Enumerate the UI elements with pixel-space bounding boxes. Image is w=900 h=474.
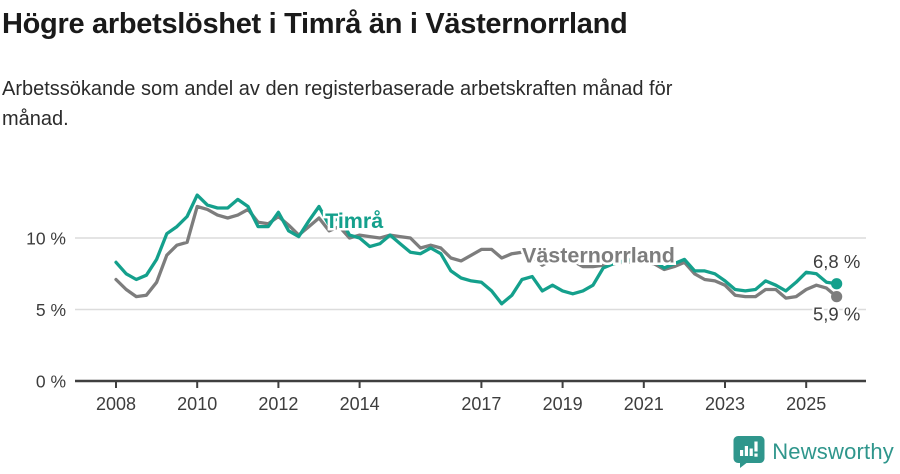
x-tick-label: 2010 <box>177 394 217 414</box>
x-tick-label: 2008 <box>96 394 136 414</box>
newsworthy-logo: Newsworthy <box>733 435 894 469</box>
end-value-label-timrå: 6,8 % <box>813 251 860 272</box>
x-tick-label: 2023 <box>705 394 745 414</box>
x-tick-label: 2012 <box>258 394 298 414</box>
series-line-timrå <box>114 193 839 306</box>
y-tick-label: 10 % <box>26 229 66 249</box>
y-tick-label: 5 % <box>36 300 66 320</box>
end-dot-västernorrland <box>831 291 843 303</box>
series-label-västernorrland: Västernorrland <box>522 243 675 267</box>
brand-name: Newsworthy <box>772 439 894 464</box>
series-line-västernorrland <box>114 204 839 300</box>
x-tick-label: 2025 <box>786 394 826 414</box>
end-value-label-västernorrland: 5,9 % <box>813 304 860 325</box>
chart-subtitle-line1: Arbetssökande som andel av den registerb… <box>2 78 673 100</box>
end-dot-timrå <box>831 278 843 290</box>
y-tick-label: 0 % <box>36 372 66 392</box>
x-tick-label: 2017 <box>461 394 501 414</box>
x-tick-label: 2014 <box>340 394 380 414</box>
page-title: Högre arbetslöshet i Timrå än i Västerno… <box>2 8 628 40</box>
newsworthy-bubble-icon <box>733 436 765 468</box>
chart-subtitle-line2: månad. <box>2 108 69 130</box>
series-label-timrå: Timrå <box>325 209 384 233</box>
x-tick-label: 2021 <box>624 394 664 414</box>
chart-subtitle: Arbetssökande som andel av den registerb… <box>2 74 672 134</box>
x-tick-label: 2019 <box>543 394 583 414</box>
